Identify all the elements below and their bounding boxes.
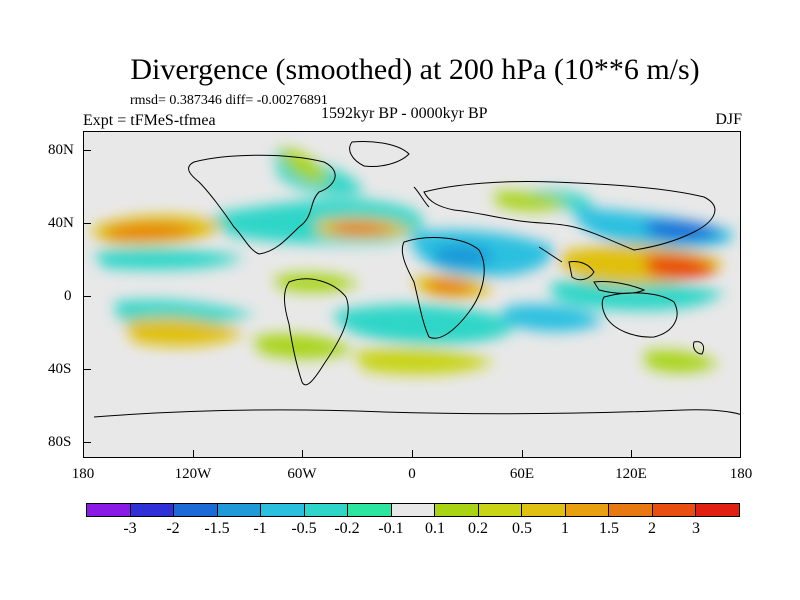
x-label-60e: 60E — [509, 466, 535, 482]
coastlines — [93, 141, 740, 418]
colorbar-label: 2 — [648, 520, 656, 537]
colorbar-swatch — [609, 504, 653, 516]
divergence-field — [92, 147, 734, 375]
colorbar-label: -0.1 — [378, 520, 404, 537]
colorbar-swatch — [304, 504, 349, 516]
x-label-180w: 180 — [71, 466, 95, 482]
colorbar-label: -0.5 — [291, 520, 317, 537]
x-label-120w: 120W — [174, 466, 212, 482]
y-label-40s: 40S — [48, 361, 72, 377]
y-tick — [83, 369, 91, 370]
y-label-80s: 80S — [48, 434, 72, 450]
x-tick — [302, 450, 303, 458]
x-label-0: 0 — [408, 466, 416, 482]
colorbar-swatch — [348, 504, 392, 516]
y-label-80n: 80N — [48, 142, 74, 158]
x-label-180e: 180 — [729, 466, 753, 482]
colorbar-swatch — [696, 504, 739, 516]
x-tick — [412, 450, 413, 458]
colorbar-label: 1 — [561, 520, 569, 537]
colorbar-label: 3 — [692, 520, 700, 537]
season-label: DJF — [715, 111, 742, 128]
colorbar-label: 0.1 — [425, 520, 445, 537]
colorbar-swatch — [261, 504, 305, 516]
colorbar-swatch — [217, 504, 262, 516]
colorbar-swatch — [435, 504, 479, 516]
colorbar-label: 0.5 — [512, 520, 532, 537]
y-label-40n: 40N — [48, 215, 74, 231]
colorbar-swatch — [174, 504, 218, 516]
colorbar-swatch — [565, 504, 610, 516]
colorbar-swatch — [391, 504, 436, 516]
x-tick — [631, 450, 632, 458]
colorbar-label: 1.5 — [599, 520, 619, 537]
map-plot — [83, 131, 741, 458]
x-tick — [522, 450, 523, 458]
y-tick — [83, 442, 91, 443]
colorbar-label: -3 — [123, 520, 137, 537]
colorbar-label: -0.2 — [334, 520, 360, 537]
x-label-120e: 120E — [615, 466, 647, 482]
colorbar — [86, 503, 740, 517]
x-label-60w: 60W — [287, 466, 317, 482]
x-tick — [193, 450, 194, 458]
period-label: 1592kyr BP - 0000kyr BP — [321, 105, 488, 122]
colorbar-swatch — [130, 504, 175, 516]
plot-title: Divergence (smoothed) at 200 hPa (10**6 … — [130, 53, 700, 86]
stats-text: rmsd= 0.387346 diff= -0.00276891 — [130, 93, 328, 108]
colorbar-swatch — [87, 504, 131, 516]
colorbar-label: -1 — [253, 520, 267, 537]
y-tick — [83, 223, 91, 224]
colorbar-label: -2 — [166, 520, 180, 537]
experiment-label: Expt = tFMeS-tfmea — [83, 112, 216, 129]
y-label-0: 0 — [64, 288, 72, 304]
colorbar-swatch — [652, 504, 697, 516]
colorbar-swatch — [522, 504, 566, 516]
colorbar-label: 0.2 — [468, 520, 488, 537]
colorbar-label: -1.5 — [204, 520, 230, 537]
y-tick — [83, 296, 91, 297]
divergence-map — [84, 132, 740, 457]
colorbar-swatch — [478, 504, 523, 516]
y-tick — [83, 150, 91, 151]
